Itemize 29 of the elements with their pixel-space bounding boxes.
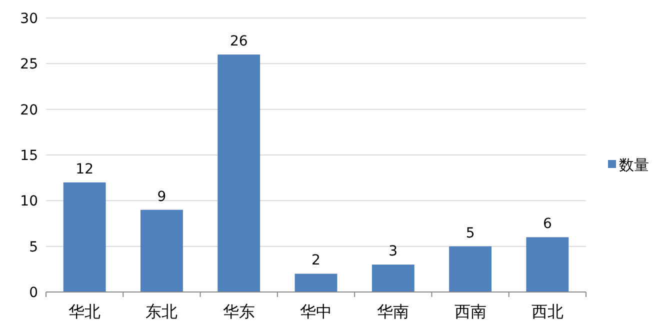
- y-tick-label: 30: [20, 11, 38, 27]
- x-tick-label: 西南: [454, 302, 486, 321]
- x-tick-label: 西北: [531, 302, 564, 321]
- data-label: 12: [76, 161, 94, 178]
- x-tick-label: 东北: [146, 302, 178, 321]
- x-tick-label: 华中: [300, 302, 332, 321]
- data-label: 3: [388, 244, 398, 260]
- bar: [372, 264, 414, 292]
- y-tick-label: 15: [20, 148, 38, 164]
- data-label: 9: [157, 188, 166, 205]
- y-tick-label: 0: [29, 285, 38, 301]
- x-tick-label: 华北: [68, 302, 101, 321]
- data-label: 2: [312, 252, 320, 269]
- y-tick-label: 25: [20, 56, 38, 73]
- data-label: 6: [542, 216, 552, 232]
- bar: [449, 246, 492, 292]
- bar: [294, 274, 338, 292]
- data-label: 26: [230, 34, 248, 50]
- x-tick-label: 华南: [377, 302, 410, 321]
- y-tick-label: 5: [29, 239, 38, 256]
- y-tick-label: 10: [20, 194, 38, 210]
- data-label: 5: [466, 225, 475, 242]
- bar: [526, 237, 569, 292]
- bar: [140, 210, 183, 292]
- legend-label: 数量: [619, 156, 649, 174]
- y-tick-label: 20: [20, 102, 38, 118]
- bar: [218, 54, 260, 292]
- bar: [63, 182, 106, 292]
- x-tick-label: 华东: [222, 302, 255, 321]
